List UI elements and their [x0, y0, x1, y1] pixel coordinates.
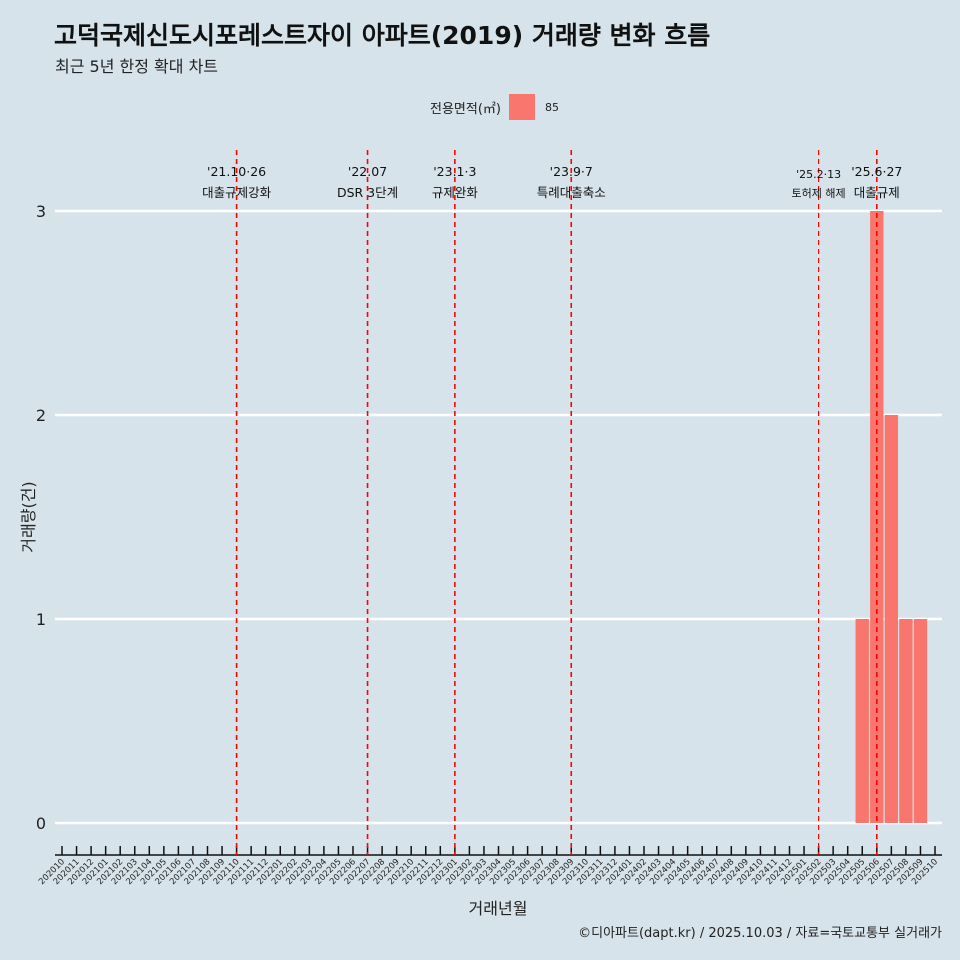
y-tick-label: 2: [36, 406, 46, 425]
bar-202505: [855, 619, 869, 823]
event-label: 토허제 해제: [792, 186, 846, 200]
chart-subtitle: 최근 5년 한정 확대 차트: [55, 57, 219, 76]
bar-202507: [884, 415, 899, 823]
event-date: '22.07: [348, 164, 387, 179]
y-tick-label: 1: [36, 610, 46, 629]
legend-title: 전용면적(㎡): [430, 101, 501, 117]
event-date: '25.6·27: [851, 164, 902, 179]
event-label: 규제완화: [432, 185, 479, 200]
legend-swatch: [508, 94, 535, 120]
y-tick-label: 3: [36, 202, 46, 221]
legend-label: 85: [544, 100, 559, 114]
bar-202506: [870, 211, 884, 823]
chart-title: 고덕국제신도시포레스트자이 아파트(2019) 거래량 변화 흐름: [54, 21, 711, 50]
bar-202508: [899, 619, 913, 823]
x-axis-title: 거래년월: [469, 899, 528, 918]
event-date: '23.1·3: [433, 164, 476, 179]
legend: 전용면적(㎡) 85: [430, 94, 559, 120]
y-tick-label: 0: [36, 814, 46, 833]
event-date: '25.2·13: [796, 168, 841, 181]
caption: ©디아파트(dapt.kr) / 2025.10.03 / 자료=국토교통부 실…: [578, 926, 942, 941]
y-axis-title: 거래량(건): [19, 481, 38, 552]
event-label: 대출규제강화: [202, 185, 272, 200]
event-label: DSR 3단계: [337, 185, 398, 200]
bar-202509: [913, 619, 928, 823]
event-date: '21.10·26: [207, 164, 266, 179]
event-label: 특례대출축소: [537, 185, 606, 200]
event-date: '23.9·7: [550, 164, 593, 179]
event-label: 대출규제: [854, 185, 900, 200]
